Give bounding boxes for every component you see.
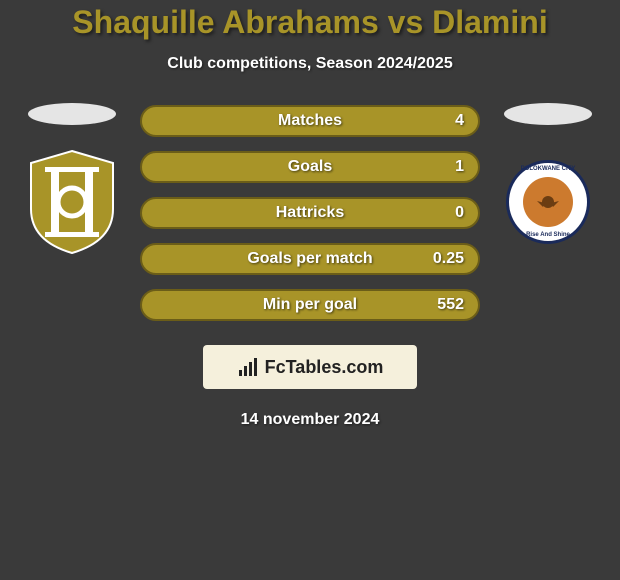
comparison-container: Shaquille Abrahams vs Dlamini Club compe… [0, 0, 620, 429]
chart-icon [237, 356, 259, 378]
handshake-icon [533, 187, 563, 217]
left-player-col [22, 103, 122, 255]
left-halo-icon [28, 103, 116, 125]
right-club-name-top: POLOKWANE CITY [521, 166, 576, 172]
left-club-crest-icon [27, 149, 117, 255]
stat-row: Goals 1 [140, 151, 480, 183]
brand-badge: FcTables.com [203, 345, 417, 389]
stat-right-value: 0 [455, 204, 464, 222]
right-halo-icon [504, 103, 592, 125]
left-club-badge [27, 149, 117, 255]
stat-row: Goals per match 0.25 [140, 243, 480, 275]
stats-column: Matches 4 Goals 1 Hattricks 0 Goals per match 0… [140, 103, 480, 321]
stat-right-value: 4 [455, 112, 464, 130]
footer-date: 14 november 2024 [0, 411, 620, 429]
stat-right-value: 0.25 [433, 250, 464, 268]
stat-right-value: 1 [455, 158, 464, 176]
right-club-badge: POLOKWANE CITY Rise And Shine [503, 149, 593, 255]
stat-row: Matches 4 [140, 105, 480, 137]
right-club-crest-icon: POLOKWANE CITY Rise And Shine [506, 160, 590, 244]
stat-label: Matches [278, 112, 342, 130]
stat-row: Min per goal 552 [140, 289, 480, 321]
subtitle: Club competitions, Season 2024/2025 [0, 55, 620, 73]
right-player-col: POLOKWANE CITY Rise And Shine [498, 103, 598, 255]
stat-label: Hattricks [276, 204, 344, 222]
stat-label: Min per goal [263, 296, 357, 314]
comparison-row: Matches 4 Goals 1 Hattricks 0 Goals per match 0… [0, 103, 620, 321]
page-title: Shaquille Abrahams vs Dlamini [0, 4, 620, 41]
right-club-name-bot: Rise And Shine [526, 232, 570, 238]
stat-label: Goals per match [247, 250, 372, 268]
stat-right-value: 552 [437, 296, 464, 314]
stat-label: Goals [288, 158, 332, 176]
stat-row: Hattricks 0 [140, 197, 480, 229]
brand-text: FcTables.com [265, 357, 384, 378]
